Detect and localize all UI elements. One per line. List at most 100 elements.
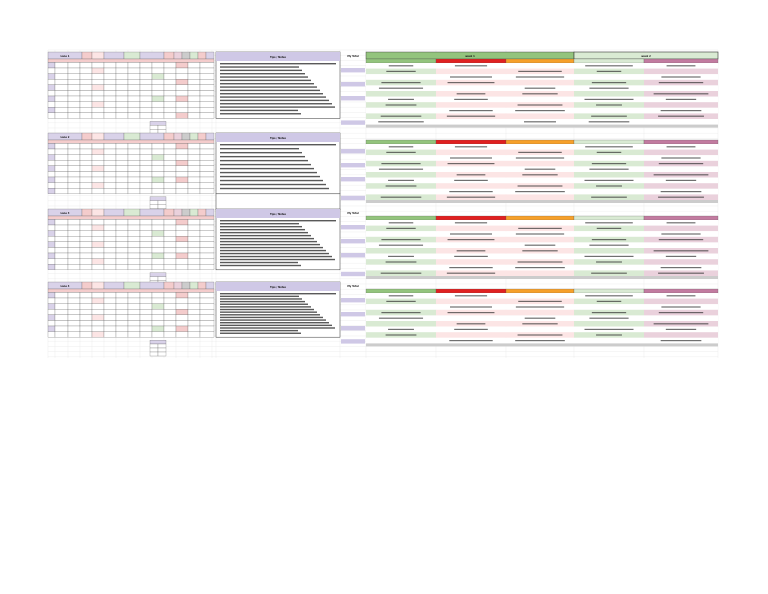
status-cell-text bbox=[658, 196, 704, 198]
data-cell bbox=[175, 224, 189, 231]
data-cell bbox=[79, 320, 93, 327]
data-cell bbox=[151, 171, 165, 178]
notes-text-line bbox=[220, 63, 336, 65]
data-cell bbox=[91, 73, 105, 80]
data-cell bbox=[91, 292, 105, 299]
status-cell-text bbox=[454, 222, 488, 224]
header-cell bbox=[91, 132, 105, 141]
data-cell bbox=[54, 292, 69, 299]
header-cell bbox=[173, 132, 183, 141]
data-cell bbox=[151, 84, 165, 91]
status-cell-text bbox=[456, 323, 486, 325]
data-cell bbox=[115, 90, 129, 97]
data-cell bbox=[175, 331, 189, 338]
data-cell bbox=[199, 112, 215, 119]
data-cell bbox=[103, 143, 117, 150]
status-cell-text bbox=[449, 191, 493, 193]
data-cell bbox=[115, 264, 129, 270]
status-cell-text bbox=[524, 317, 556, 319]
data-cell bbox=[115, 154, 129, 161]
status-column-header bbox=[505, 139, 575, 145]
data-cell bbox=[47, 143, 56, 150]
data-cell bbox=[103, 62, 117, 69]
status-cell-text bbox=[661, 157, 701, 159]
data-cell bbox=[103, 314, 117, 321]
notes-text-line bbox=[220, 73, 305, 75]
header-cell bbox=[91, 51, 105, 60]
status-cell bbox=[436, 315, 506, 321]
status-cell bbox=[436, 166, 506, 172]
status-cell-text bbox=[447, 312, 495, 314]
notes-text-line bbox=[220, 252, 329, 255]
data-cell bbox=[79, 325, 93, 332]
notes-header-label: Tips / Notes bbox=[270, 286, 287, 289]
header-cell bbox=[103, 281, 125, 290]
status-cell-text bbox=[665, 255, 697, 257]
data-cell bbox=[163, 224, 177, 231]
notes-text-line bbox=[220, 293, 336, 295]
data-cell bbox=[115, 188, 129, 194]
data-cell bbox=[54, 325, 69, 332]
status-cell-text bbox=[660, 110, 702, 112]
notes-text-line bbox=[220, 295, 299, 298]
status-cell-text bbox=[666, 295, 696, 297]
data-cell bbox=[47, 182, 56, 189]
data-cell bbox=[103, 219, 117, 226]
status-cell bbox=[436, 298, 506, 305]
header-cell bbox=[181, 208, 191, 217]
data-cell bbox=[163, 258, 177, 265]
status-cell bbox=[644, 183, 718, 189]
data-cell bbox=[115, 219, 129, 226]
status-cell-text bbox=[596, 227, 622, 229]
status-cell bbox=[644, 315, 718, 321]
data-cell bbox=[79, 112, 93, 119]
data-cell bbox=[163, 165, 177, 172]
data-cell bbox=[115, 314, 129, 321]
data-cell bbox=[91, 84, 105, 91]
status-cell-text bbox=[449, 110, 493, 112]
data-cell bbox=[67, 62, 81, 69]
status-cell-text bbox=[515, 233, 565, 235]
data-cell bbox=[199, 84, 215, 91]
status-cell-text bbox=[450, 157, 492, 159]
data-cell bbox=[103, 182, 117, 189]
data-cell bbox=[54, 84, 69, 91]
side-band bbox=[341, 177, 365, 182]
data-cell bbox=[151, 101, 165, 108]
data-cell bbox=[163, 107, 177, 113]
data-cell bbox=[139, 73, 153, 80]
data-cell bbox=[151, 247, 165, 254]
data-cell bbox=[151, 160, 165, 166]
data-cell bbox=[151, 224, 165, 231]
status-cell bbox=[644, 119, 718, 125]
data-cell bbox=[175, 230, 189, 237]
status-cell-text bbox=[661, 233, 701, 235]
notes-header-label: Tips / Notes bbox=[270, 213, 287, 216]
status-cell-text bbox=[589, 168, 629, 170]
data-cell bbox=[54, 320, 69, 327]
data-cell bbox=[67, 292, 81, 299]
data-cell bbox=[79, 314, 93, 321]
data-cell bbox=[163, 264, 177, 270]
status-cell-text bbox=[584, 255, 634, 257]
data-cell bbox=[199, 67, 215, 74]
data-cell bbox=[163, 292, 177, 299]
status-cell-text bbox=[585, 295, 633, 297]
status-cell bbox=[506, 309, 574, 316]
status-separator bbox=[366, 200, 718, 203]
data-cell bbox=[79, 107, 93, 113]
header-cell bbox=[139, 51, 165, 60]
data-cell bbox=[115, 292, 129, 299]
header-cell bbox=[173, 208, 183, 217]
summary-header-cell bbox=[149, 340, 167, 345]
data-cell bbox=[115, 331, 129, 338]
status-cell-text bbox=[585, 65, 633, 67]
data-cell bbox=[139, 252, 153, 259]
notes-header bbox=[216, 52, 340, 61]
data-cell bbox=[199, 292, 215, 299]
status-cell bbox=[644, 166, 718, 172]
summary-cell bbox=[149, 125, 159, 130]
status-cell-text bbox=[380, 272, 422, 274]
status-column-header bbox=[435, 139, 507, 145]
status-cell-text bbox=[378, 168, 424, 170]
